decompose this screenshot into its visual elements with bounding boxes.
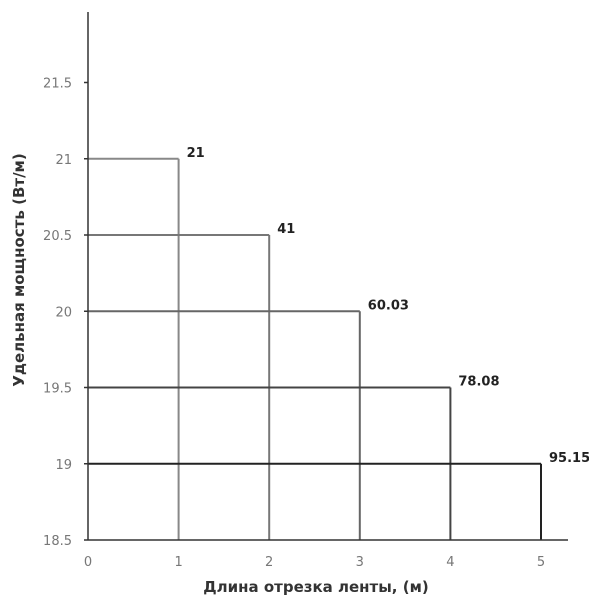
y-tick-label-4: 20 xyxy=(55,305,72,320)
x-tick-label-4: 3 xyxy=(356,555,364,570)
tick-labels: 18.5 19 19.5 20 20.5 21 21.5 0 1 2 3 4 5 xyxy=(43,77,545,571)
data-label-3: 60.03 xyxy=(368,298,409,313)
y-tick-label-3: 19.5 xyxy=(43,382,72,397)
data-label-2: 41 xyxy=(277,222,295,237)
x-tick-label-3: 2 xyxy=(265,555,273,570)
y-tick-label-5: 20.5 xyxy=(43,229,72,244)
y-tick-label-2: 19 xyxy=(55,458,72,473)
x-tick-label-1: 0 xyxy=(84,555,92,570)
chart-marks xyxy=(88,157,542,540)
y-axis-title: Удельная мощность (Вт/м) xyxy=(10,153,28,386)
data-label-4: 78.08 xyxy=(458,375,499,390)
x-tick-label-5: 4 xyxy=(446,555,454,570)
y-tick-label-6: 21 xyxy=(55,153,72,168)
x-tick-label-6: 5 xyxy=(537,555,545,570)
y-tick-label-1: 18.5 xyxy=(43,534,72,549)
data-labels: 21 41 60.03 78.08 95.15 xyxy=(187,146,589,466)
chart-axes xyxy=(84,12,568,541)
x-tick-label-2: 1 xyxy=(174,555,182,570)
y-tick-label-7: 21.5 xyxy=(43,77,72,92)
x-axis-title: Длина отрезка ленты, (м) xyxy=(203,578,428,596)
data-label-5: 95.15 xyxy=(549,451,589,466)
data-label-1: 21 xyxy=(187,146,205,161)
